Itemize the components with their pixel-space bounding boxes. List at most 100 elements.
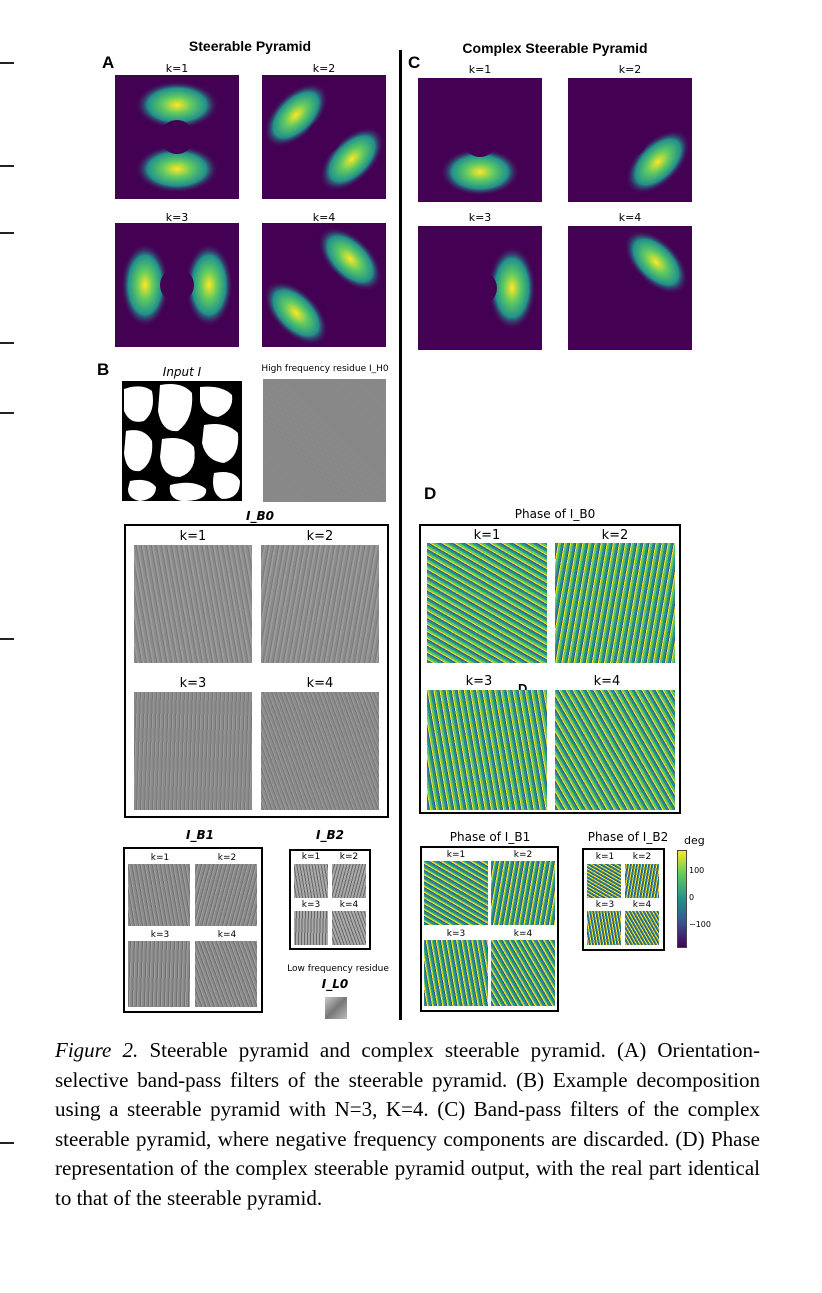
band-image	[332, 911, 366, 945]
margin-mark	[0, 62, 14, 64]
panel-a-title: Steerable Pyramid	[188, 38, 312, 54]
k-label: k=2	[217, 853, 237, 863]
ib0-label: I_B0	[246, 509, 274, 523]
k-label: k=3	[465, 674, 493, 689]
column-divider	[399, 50, 402, 1020]
band-image	[195, 864, 257, 926]
figure-caption: Figure 2. Steerable pyramid and complex …	[55, 1036, 760, 1213]
high-freq-label: High frequency residue I_H0	[261, 364, 389, 374]
k-label: k=1	[473, 528, 501, 543]
k-label: k=2	[339, 852, 359, 862]
panel-a-letter: A	[102, 53, 115, 72]
k-label: k=1	[179, 529, 207, 544]
k-label: k=4	[217, 930, 237, 940]
band-image	[261, 692, 379, 810]
k-label: k=4	[618, 211, 642, 224]
phase-image	[587, 864, 621, 898]
colorbar	[677, 850, 687, 948]
filter-image	[418, 226, 542, 350]
k-label: k=4	[513, 929, 533, 939]
phase-b2-label: Phase of I_B2	[587, 830, 669, 844]
band-image	[128, 941, 190, 1007]
stray-mark: D	[518, 681, 528, 696]
margin-mark	[0, 638, 14, 640]
k-label: k=3	[165, 211, 189, 224]
k-label: k=2	[312, 62, 336, 75]
band-image	[332, 864, 366, 898]
phase-image	[424, 940, 488, 1006]
k-label: k=3	[446, 929, 466, 939]
filter-image	[115, 223, 239, 347]
figure-label: Figure 2.	[55, 1038, 139, 1062]
high-freq-image	[263, 379, 386, 502]
margin-mark	[0, 342, 14, 344]
k-label: k=2	[513, 850, 533, 860]
k-label: k=2	[601, 528, 629, 543]
k-label: k=2	[306, 529, 334, 544]
filter-image	[115, 75, 239, 199]
k-label: k=4	[306, 676, 334, 691]
k-label: k=3	[179, 676, 207, 691]
k-label: k=3	[595, 900, 615, 910]
k-label: k=3	[301, 900, 321, 910]
colorbar-tick: −100	[689, 920, 711, 929]
k-label: k=3	[468, 211, 492, 224]
k-label: k=4	[339, 900, 359, 910]
colorbar-tick: 100	[689, 866, 705, 875]
k-label: k=1	[150, 853, 170, 863]
input-image	[122, 381, 242, 501]
band-image	[294, 864, 328, 898]
k-label: k=2	[632, 852, 652, 862]
phase-image	[424, 861, 488, 925]
k-label: k=2	[618, 63, 642, 76]
input-label: Input I	[162, 365, 202, 379]
phase-image	[427, 690, 547, 810]
phase-image	[625, 864, 659, 898]
k-label: k=4	[312, 211, 336, 224]
band-image	[261, 545, 379, 663]
phase-image	[587, 911, 621, 945]
filter-image	[418, 78, 542, 202]
k-label: k=1	[595, 852, 615, 862]
ib2-label: I_B2	[316, 828, 344, 842]
low-freq-symbol: I_L0	[321, 977, 349, 991]
band-image	[134, 545, 252, 663]
margin-mark	[0, 165, 14, 167]
panel-b-letter: B	[97, 360, 110, 379]
filter-image	[262, 223, 386, 347]
caption-text: Steerable pyramid and complex steerable …	[55, 1038, 760, 1210]
panel-c-letter: C	[408, 53, 421, 72]
colorbar-label: deg	[684, 834, 705, 847]
colorbar-tick: 0	[689, 893, 695, 902]
phase-image	[427, 543, 547, 663]
k-label: k=1	[468, 63, 492, 76]
margin-mark	[0, 412, 14, 414]
band-image	[128, 864, 190, 926]
k-label: k=3	[150, 930, 170, 940]
ib1-label: I_B1	[186, 828, 214, 842]
band-image	[195, 941, 257, 1007]
band-image	[294, 911, 328, 945]
phase-b1-label: Phase of I_B1	[449, 830, 531, 844]
low-freq-label: Low frequency residue	[287, 964, 389, 974]
phase-image	[555, 690, 675, 810]
phase-image	[625, 911, 659, 945]
margin-mark	[0, 1142, 14, 1144]
k-label: k=1	[301, 852, 321, 862]
filter-image	[568, 78, 692, 202]
k-label: k=4	[632, 900, 652, 910]
k-label: k=4	[593, 674, 621, 689]
panel-c-title: Complex Steerable Pyramid	[462, 40, 648, 56]
phase-image	[491, 940, 555, 1006]
band-image	[134, 692, 252, 810]
k-label: k=1	[446, 850, 466, 860]
k-label: k=1	[165, 62, 189, 75]
panel-d-letter: D	[424, 484, 437, 503]
low-freq-image	[325, 997, 347, 1019]
phase-image	[555, 543, 675, 663]
phase-image	[491, 861, 555, 925]
phase-b0-label: Phase of I_B0	[514, 507, 596, 521]
filter-image	[568, 226, 692, 350]
filter-image	[262, 75, 386, 199]
margin-mark	[0, 232, 14, 234]
